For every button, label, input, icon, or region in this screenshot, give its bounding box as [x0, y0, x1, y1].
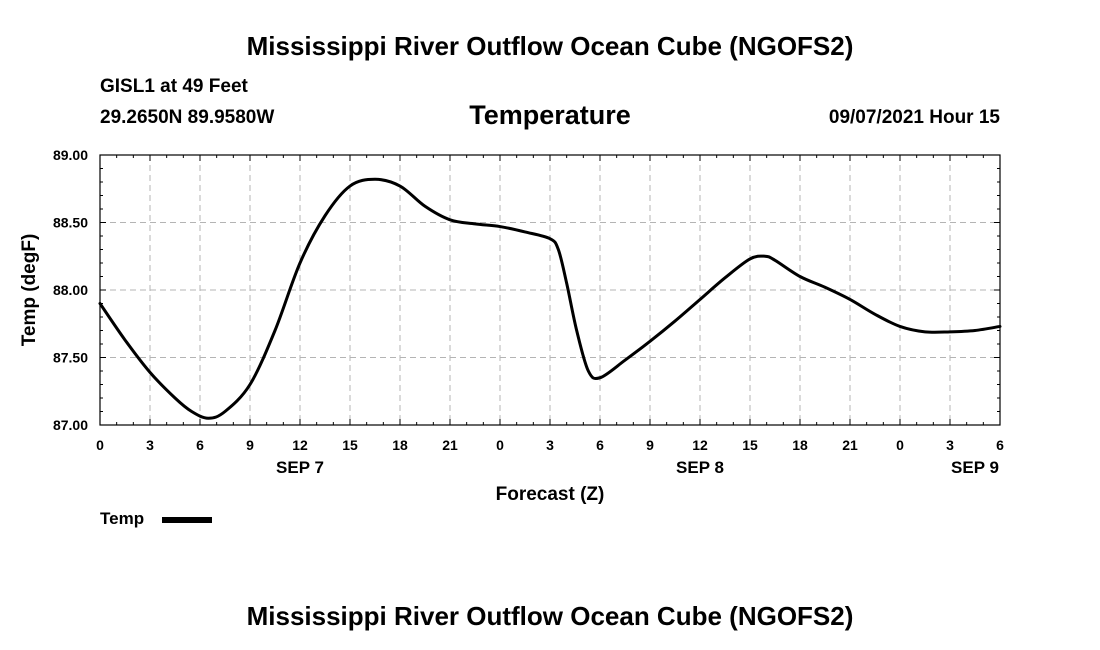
x-tick-label: 15 — [342, 437, 358, 453]
series-line-temp — [98, 177, 1002, 420]
y-axis-label: Temp (degF) — [19, 234, 40, 347]
legend-label: Temp — [100, 509, 145, 528]
station-name: GISL1 at 49 Feet — [100, 76, 248, 97]
footer-title: Mississippi River Outflow Ocean Cube (NG… — [246, 601, 854, 631]
x-tick-label: 12 — [692, 437, 708, 453]
y-tick-label: 88.50 — [53, 215, 88, 231]
x-tick-label: 3 — [146, 437, 154, 453]
x-tick-label: 12 — [292, 437, 308, 453]
x-tick-label: 6 — [596, 437, 604, 453]
x-tick-label: 21 — [842, 437, 858, 453]
y-tick-label: 87.00 — [53, 417, 88, 433]
x-tick-label: 18 — [792, 437, 808, 453]
x-tick-label: 9 — [646, 437, 654, 453]
y-tick-label: 87.50 — [53, 350, 88, 366]
y-tick-label: 89.00 — [53, 147, 88, 163]
date-label: SEP 7 — [276, 458, 324, 477]
x-tick-label: 0 — [896, 437, 904, 453]
x-tick-label: 3 — [946, 437, 954, 453]
station-coordinates: 29.2650N 89.9580W — [100, 107, 275, 128]
x-tick-label: 15 — [742, 437, 758, 453]
variable-title: Temperature — [469, 100, 631, 130]
date-label: SEP 9 — [951, 458, 999, 477]
x-tick-label: 21 — [442, 437, 458, 453]
x-axis-label: Forecast (Z) — [496, 484, 605, 505]
x-tick-label: 18 — [392, 437, 408, 453]
plot-frame — [99, 154, 1001, 426]
x-tick-label: 9 — [246, 437, 254, 453]
x-tick-label: 0 — [96, 437, 104, 453]
legend-line-swatch — [162, 517, 212, 523]
date-label: SEP 8 — [676, 458, 724, 477]
x-tick-label: 6 — [196, 437, 204, 453]
x-tick-label: 0 — [496, 437, 504, 453]
x-tick-label: 6 — [996, 437, 1004, 453]
y-tick-label: 88.00 — [53, 282, 88, 298]
forecast-datetime: 09/07/2021 Hour 15 — [828, 107, 1000, 128]
chart-title: Mississippi River Outflow Ocean Cube (NG… — [246, 31, 854, 61]
x-tick-label: 3 — [546, 437, 554, 453]
